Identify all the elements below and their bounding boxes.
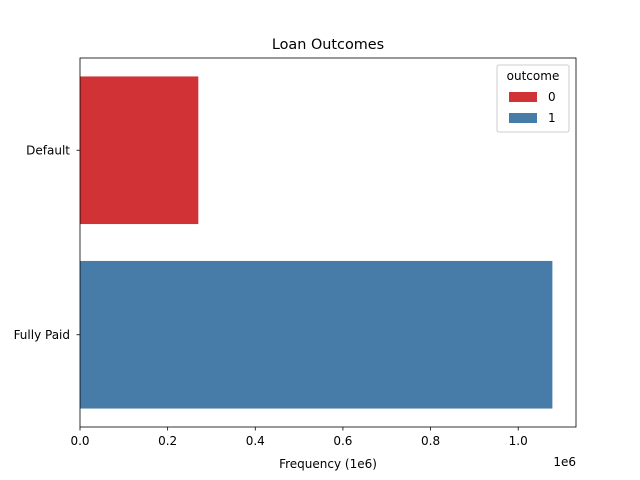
legend: outcome 01 — [496, 64, 570, 133]
x-tick-label: 0.8 — [421, 434, 440, 448]
x-tick-label: 0.2 — [158, 434, 177, 448]
legend-swatch-1 — [509, 113, 537, 123]
legend-label-1: 1 — [548, 111, 556, 125]
legend-entries: 01 — [509, 90, 556, 125]
legend-swatch-0 — [509, 92, 537, 102]
plot-area-frame — [79, 57, 577, 428]
legend-label-0: 0 — [548, 90, 556, 104]
y-tick-label: Fully Paid — [14, 328, 70, 342]
x-tick-label: 0.4 — [246, 434, 265, 448]
x-tick-label: 0.6 — [333, 434, 352, 448]
x-axis-ticks: 0.0 0.2 0.4 0.6 0.8 1.0 — [70, 427, 528, 448]
x-axis-label: Frequency (1e6) — [279, 457, 377, 471]
bar-fully-paid — [80, 260, 553, 409]
bar-default — [80, 76, 199, 225]
chart-title: Loan Outcomes — [272, 37, 384, 53]
legend-title: outcome — [507, 69, 560, 83]
bars-layer — [80, 76, 553, 409]
y-axis-ticks: Default Fully Paid — [14, 143, 80, 342]
x-axis-offset-text: 1e6 — [553, 455, 576, 469]
x-tick-label: 0.0 — [70, 434, 89, 448]
y-tick-label: Default — [26, 143, 70, 157]
x-tick-label: 1.0 — [509, 434, 528, 448]
